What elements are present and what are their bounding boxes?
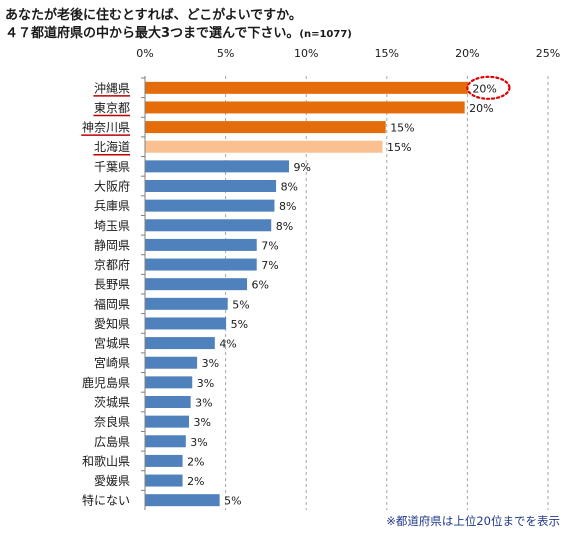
value-label: 20% <box>469 102 493 115</box>
category-label: 京都府 <box>94 257 130 272</box>
category-label: 埼玉県 <box>94 219 130 233</box>
value-label: 9% <box>293 161 310 174</box>
bar <box>146 494 220 506</box>
bar <box>146 416 190 428</box>
x-tick-label: 10% <box>294 47 318 60</box>
category-label: 和歌山県 <box>82 453 130 468</box>
category-label: 長野県 <box>94 278 130 292</box>
bar <box>146 121 386 133</box>
bar <box>146 337 215 349</box>
category-label: 東京都 <box>94 101 130 115</box>
category-label: 福岡県 <box>94 296 130 311</box>
category-label: 宮城県 <box>94 336 130 351</box>
bar <box>146 455 183 467</box>
x-tick-label: 25% <box>536 47 560 60</box>
bar <box>146 82 468 94</box>
bar <box>146 160 289 172</box>
category-label: 大阪府 <box>94 179 130 194</box>
footnote: ※都道府県は上位20位までを表示 <box>386 513 560 529</box>
value-label: 4% <box>219 338 236 351</box>
value-label: 15% <box>390 122 414 135</box>
bar <box>146 317 227 329</box>
category-label: 特にない <box>82 493 130 508</box>
bar <box>146 101 465 113</box>
value-label: 3% <box>197 377 214 390</box>
category-label: 兵庫県 <box>94 199 130 213</box>
value-label: 3% <box>202 357 219 370</box>
x-tick-label: 0% <box>136 47 153 60</box>
value-label: 7% <box>261 239 278 252</box>
value-label: 8% <box>276 220 293 233</box>
category-label: 愛知県 <box>94 317 130 331</box>
bar <box>146 298 228 310</box>
value-label: 3% <box>190 436 207 449</box>
value-label: 5% <box>232 298 249 311</box>
bar <box>146 259 257 271</box>
bar <box>146 141 383 153</box>
bar <box>146 376 193 388</box>
value-label: 5% <box>224 495 241 508</box>
value-label: 3% <box>195 397 212 410</box>
category-label: 宮崎県 <box>94 355 130 370</box>
value-label: 20% <box>472 82 496 95</box>
bar <box>146 239 257 251</box>
category-label: 静岡県 <box>94 238 130 252</box>
category-label: 茨城県 <box>94 396 130 410</box>
category-label: 神奈川県 <box>82 121 130 135</box>
value-label: 7% <box>261 259 278 272</box>
bar <box>146 396 191 408</box>
category-label: 沖縄県 <box>94 80 130 95</box>
category-label: 広島県 <box>94 434 130 449</box>
bar <box>146 219 272 231</box>
value-label: 2% <box>187 475 204 488</box>
bar <box>146 357 198 369</box>
bar <box>146 180 277 192</box>
category-label: 鹿児島県 <box>82 375 130 390</box>
category-label: 愛媛県 <box>94 474 130 488</box>
category-label: 奈良県 <box>94 414 130 429</box>
value-label: 15% <box>387 141 411 154</box>
bar <box>146 435 186 447</box>
x-tick-label: 15% <box>375 47 399 60</box>
category-label: 千葉県 <box>94 160 130 174</box>
x-tick-label: 5% <box>217 47 234 60</box>
x-tick-label: 20% <box>455 47 479 60</box>
value-label: 8% <box>281 181 298 194</box>
value-label: 8% <box>279 200 296 213</box>
value-label: 2% <box>187 455 204 468</box>
category-label: 北海道 <box>94 139 130 154</box>
value-label: 6% <box>252 279 269 292</box>
bar <box>146 200 275 212</box>
value-label: 5% <box>231 318 248 331</box>
bar <box>146 475 183 487</box>
value-label: 3% <box>194 416 211 429</box>
bar <box>146 278 248 290</box>
